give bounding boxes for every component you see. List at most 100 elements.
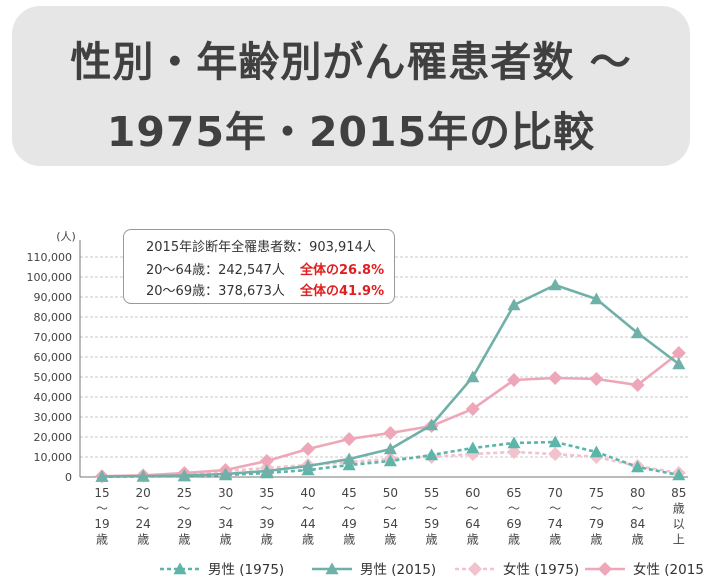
data-point <box>507 298 521 311</box>
x-tick-label: 55 <box>424 486 439 500</box>
y-tick-label: 40,000 <box>34 391 73 404</box>
x-tick-label: 歳 <box>590 533 602 547</box>
y-unit-label: (人) <box>56 230 76 243</box>
title-line-2: 1975年・2015年の比較 <box>106 108 596 156</box>
x-tick-label: 〜 <box>549 502 561 516</box>
y-tick-label: 0 <box>65 471 72 484</box>
x-tick-label: 〜 <box>302 502 314 516</box>
x-tick-label: 69 <box>506 517 521 531</box>
data-point <box>589 445 603 458</box>
x-tick-label: 84 <box>630 517 645 531</box>
x-tick-label: 歳 <box>220 533 232 547</box>
x-tick-label: 29 <box>177 517 192 531</box>
y-tick-label: 80,000 <box>34 311 73 324</box>
x-tick-label: 歳 <box>261 533 273 547</box>
x-tick-label: 24 <box>136 517 151 531</box>
x-tick-label: 歳 <box>384 533 396 547</box>
data-point <box>465 402 480 416</box>
title-banner: 性別・年齢別がん罹患者数 〜 1975年・2015年の比較 <box>12 6 690 166</box>
x-tick-label: 75 <box>589 486 604 500</box>
data-point <box>548 447 563 461</box>
data-point <box>342 432 357 446</box>
x-tick-label: 25 <box>177 486 192 500</box>
y-tick-label: 60,000 <box>34 351 73 364</box>
data-point <box>507 373 521 387</box>
x-tick-label: 30 <box>218 486 233 500</box>
x-tick-label: 45 <box>342 486 357 500</box>
x-tick-label: 74 <box>548 517 563 531</box>
y-tick-label: 90,000 <box>34 291 73 304</box>
data-point <box>548 278 562 291</box>
annotation-row2-label: 20〜69歳：378,673人 <box>146 284 285 299</box>
data-point <box>259 454 274 468</box>
data-point <box>672 468 686 481</box>
legend-label: 女性 (1975) <box>503 561 579 578</box>
x-tick-label: 40 <box>300 486 315 500</box>
data-point <box>383 426 398 440</box>
data-point <box>630 378 645 392</box>
x-tick-label: 〜 <box>426 502 438 516</box>
annotation-total: 2015年診断年全罹患者数：903,914人 <box>146 240 376 255</box>
x-tick-label: 歳 <box>467 533 479 547</box>
data-point <box>507 436 521 449</box>
x-tick-label: 54 <box>383 517 398 531</box>
x-tick-label: 歳 <box>178 533 190 547</box>
data-point <box>631 326 645 339</box>
x-tick-label: 〜 <box>96 502 108 516</box>
data-point <box>589 292 603 305</box>
y-tick-label: 50,000 <box>34 371 73 384</box>
data-point <box>548 371 563 385</box>
x-tick-label: 50 <box>383 486 398 500</box>
x-tick-label: 15 <box>94 486 109 500</box>
data-point <box>177 469 191 481</box>
annotation-row1-label: 20〜64歳：242,547人 <box>146 263 285 278</box>
x-tick-label: 70 <box>548 486 563 500</box>
data-point <box>671 346 686 360</box>
data-point <box>507 445 521 459</box>
data-point <box>342 452 356 465</box>
data-point <box>589 372 604 386</box>
legend-marker <box>325 562 339 575</box>
data-point <box>466 441 480 454</box>
x-tick-label: 〜 <box>343 502 355 516</box>
data-point <box>425 448 439 461</box>
data-point <box>342 458 356 471</box>
legend-label: 女性 (2015) <box>633 561 704 578</box>
x-tick-label: 〜 <box>261 502 273 516</box>
data-point <box>260 464 274 477</box>
legend-marker <box>598 562 612 576</box>
annotation-box: 2015年診断年全罹患者数：903,914人 20〜64歳：242,547人 全… <box>123 229 395 304</box>
y-tick-label: 10,000 <box>34 451 73 464</box>
x-tick-label: 上 <box>673 533 685 547</box>
x-tick-label: 歳 <box>343 533 355 547</box>
x-tick-label: 20 <box>136 486 151 500</box>
x-tick-label: 〜 <box>632 502 644 516</box>
x-tick-label: 65 <box>506 486 521 500</box>
legend-marker <box>173 562 187 575</box>
data-point <box>383 442 397 455</box>
x-tick-label: 44 <box>300 517 315 531</box>
x-tick-label: 34 <box>218 517 233 531</box>
legend-marker <box>468 562 482 576</box>
x-tick-label: 〜 <box>384 502 396 516</box>
data-point <box>301 459 315 472</box>
y-tick-label: 100,000 <box>27 271 73 284</box>
x-tick-label: 64 <box>465 517 480 531</box>
title-line-1: 性別・年齢別がん罹患者数 〜 <box>70 38 632 86</box>
y-tick-label: 110,000 <box>27 251 73 264</box>
x-tick-label: 歳 <box>632 533 644 547</box>
data-point <box>136 469 150 482</box>
x-tick-label: 歳 <box>426 533 438 547</box>
y-tick-label: 30,000 <box>34 411 73 424</box>
data-point <box>672 357 686 370</box>
data-point <box>95 470 109 482</box>
x-tick-label: 〜 <box>590 502 602 516</box>
x-tick-label: 35 <box>259 486 274 500</box>
y-tick-label: 20,000 <box>34 431 73 444</box>
data-point <box>301 442 315 456</box>
x-tick-label: 〜 <box>137 502 149 516</box>
x-tick-label: 以 <box>673 517 685 531</box>
data-point <box>631 460 645 473</box>
x-tick-label: 歳 <box>137 533 149 547</box>
